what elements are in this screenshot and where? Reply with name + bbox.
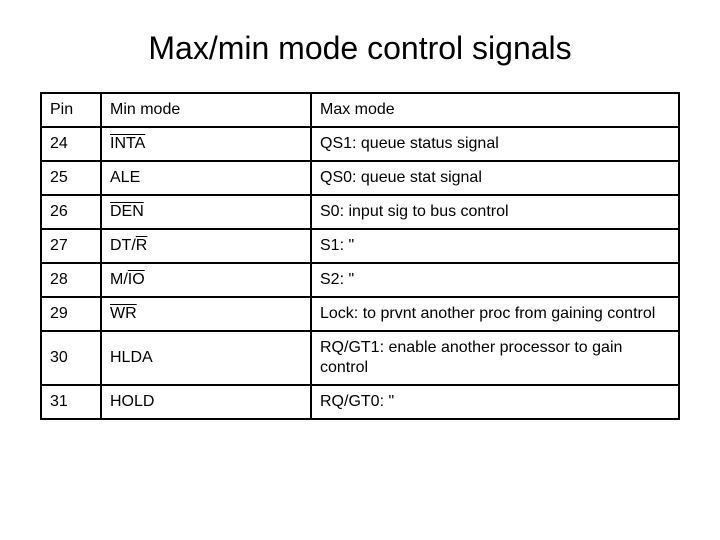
cell-max-mode: RQ/GT0: " (311, 385, 679, 419)
min-overline: INTA (110, 135, 145, 152)
cell-max-mode: S2: " (311, 263, 679, 297)
col-max: Max mode (311, 93, 679, 127)
cell-min-mode: DEN (101, 195, 311, 229)
col-pin: Pin (41, 93, 101, 127)
table-row: 27DT/RS1: " (41, 229, 679, 263)
signals-table: Pin Min mode Max mode 24 INTA QS1: queue s… (40, 92, 680, 420)
cell-pin: 28 (41, 263, 101, 297)
min-text: HLDA (110, 349, 153, 366)
cell-pin: 26 (41, 195, 101, 229)
cell-min-mode: ALE (101, 161, 311, 195)
cell-pin: 24 (41, 127, 101, 161)
min-overline: WR (110, 305, 137, 322)
cell-max-mode: S0: input sig to bus control (311, 195, 679, 229)
cell-max-mode: S1: " (311, 229, 679, 263)
cell-pin: 29 (41, 297, 101, 331)
cell-min-mode: HLDA (101, 331, 311, 385)
cell-pin: 25 (41, 161, 101, 195)
cell-pin: 27 (41, 229, 101, 263)
cell-max-mode: QS1: queue status signal (311, 127, 679, 161)
col-min: Min mode (101, 93, 311, 127)
table-header-row: Pin Min mode Max mode (41, 93, 679, 127)
cell-max-mode: QS0: queue stat signal (311, 161, 679, 195)
table-row: 31 HOLD RQ/GT0: " (41, 385, 679, 419)
cell-min-mode: WR (101, 297, 311, 331)
min-text: M/ (110, 271, 128, 288)
table-row: 24 INTA QS1: queue status signal (41, 127, 679, 161)
cell-pin: 31 (41, 385, 101, 419)
table-row: 29 WR Lock: to prvnt another proc from gai… (41, 297, 679, 331)
min-overline: IO (128, 271, 145, 288)
min-overline: R (136, 237, 148, 254)
cell-min-mode: DT/R (101, 229, 311, 263)
table-row: 25 ALE QS0: queue stat signal (41, 161, 679, 195)
min-text: ALE (110, 169, 140, 186)
min-text: DT/ (110, 237, 136, 254)
cell-max-mode: Lock: to prvnt another proc from gaining… (311, 297, 679, 331)
min-text: HOLD (110, 393, 154, 410)
cell-min-mode: M/IO (101, 263, 311, 297)
table-row: 26 DEN S0: input sig to bus control (41, 195, 679, 229)
cell-pin: 30 (41, 331, 101, 385)
cell-min-mode: INTA (101, 127, 311, 161)
cell-max-mode: RQ/GT1: enable another processor to gain… (311, 331, 679, 385)
min-overline: DEN (110, 203, 144, 220)
slide-title: Max/min mode control signals (40, 30, 680, 67)
table-row: 28M/IOS2: " (41, 263, 679, 297)
cell-min-mode: HOLD (101, 385, 311, 419)
table-row: 30 HLDA RQ/GT1: enable another processor t… (41, 331, 679, 385)
